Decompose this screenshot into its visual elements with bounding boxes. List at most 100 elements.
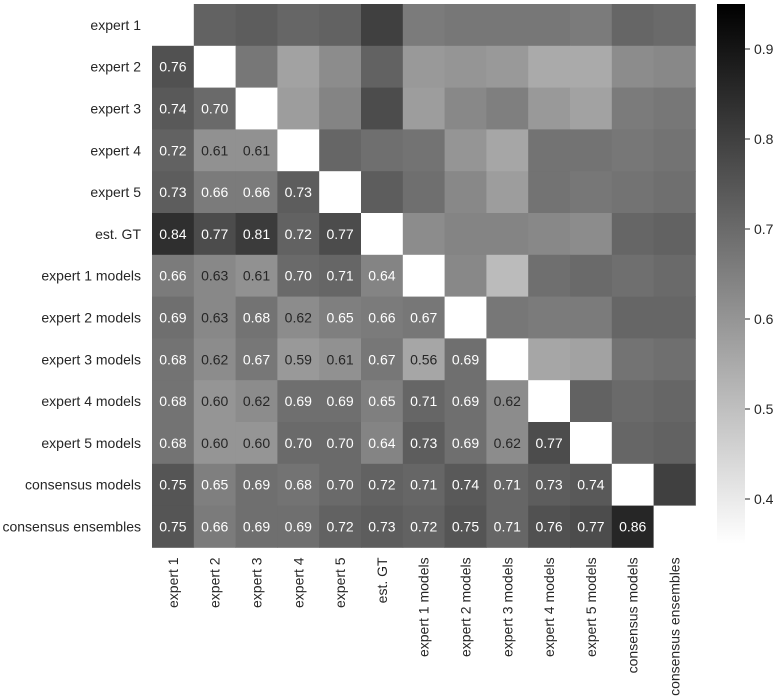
cell-value-label: 0.70 [326,435,353,451]
cell-value-label: 0.73 [285,184,312,200]
cell-value-label: 0.71 [494,519,521,535]
cell-value-label: 0.70 [285,435,312,451]
cell-value-label: 0.63 [201,310,228,326]
colorbar-tick-label: 0.7 [754,221,774,237]
heatmap-cell [653,380,696,423]
heatmap-cell [235,380,278,423]
row-label: expert 4 models [41,393,141,409]
cell-value-label: 0.72 [368,477,395,493]
heatmap-cell [235,338,278,381]
heatmap-cell [361,505,404,548]
heatmap-cell [193,45,236,88]
heatmap-cell [570,87,613,130]
heatmap-cell [361,129,404,172]
heatmap-cell [528,4,571,47]
cell-value-label: 0.76 [535,519,562,535]
heatmap-cell [235,296,278,339]
cell-value-label: 0.75 [159,477,186,493]
heatmap-cell [152,45,195,88]
column-label: expert 5 [332,557,348,608]
cell-value-label: 0.60 [243,435,270,451]
cell-value-label: 0.72 [410,519,437,535]
cell-value-label: 0.68 [243,310,270,326]
heatmap-cell [528,380,571,423]
column-label: consensus models [625,557,641,673]
cell-value-label: 0.76 [159,59,186,75]
heatmap-cell [570,254,613,297]
heatmap-cell [402,380,445,423]
heatmap-cell [528,171,571,214]
heatmap-cell [235,4,278,47]
heatmap-cell [319,213,362,256]
heatmap-cell [277,338,320,381]
heatmap-cell [319,338,362,381]
cell-value-label: 0.56 [410,351,437,367]
heatmap-cell [653,87,696,130]
heatmap-cell [193,505,236,548]
heatmap-cell [277,4,320,47]
heatmap-cell [319,380,362,423]
heatmap-cell [402,87,445,130]
heatmap-cell [277,213,320,256]
cell-value-label: 0.69 [326,393,353,409]
heatmap-cell [444,4,487,47]
heatmap-cell [402,45,445,88]
heatmap-cell [528,129,571,172]
heatmap-cell [277,254,320,297]
cell-value-label: 0.60 [201,393,228,409]
heatmap-cell [570,338,613,381]
heatmap-cell [152,129,195,172]
heatmap-cell [319,45,362,88]
heatmap-cell [152,254,195,297]
cell-value-label: 0.75 [452,519,479,535]
heatmap-cell [611,45,654,88]
heatmap-cell [152,4,195,47]
heatmap-cell [611,171,654,214]
column-labels: expert 1 expert 2 expert 3 expert 4 expert 5… [165,557,683,696]
cell-value-label: 0.73 [535,477,562,493]
colorbar [717,4,745,544]
cell-value-label: 0.84 [159,226,186,242]
cell-value-label: 0.71 [494,477,521,493]
heatmap-cell [570,45,613,88]
heatmap-cell [152,505,195,548]
column-label: expert 2 models [458,557,474,657]
heatmap-cell [402,4,445,47]
heatmap-cell [277,87,320,130]
heatmap-cell [653,171,696,214]
heatmap-cell [444,463,487,506]
cell-value-label: 0.62 [285,310,312,326]
heatmap-cell [528,338,571,381]
row-label: expert 4 [90,142,141,158]
heatmap-cell [277,505,320,548]
heatmap-cell [402,422,445,465]
heatmap-cell [277,380,320,423]
heatmap-cell [235,171,278,214]
heatmap-cell [402,254,445,297]
column-label: expert 1 models [416,557,432,657]
heatmap-cell [235,45,278,88]
heatmap-cell [653,4,696,47]
cell-value-label: 0.72 [326,519,353,535]
heatmap-cell [444,171,487,214]
heatmap-cell [444,213,487,256]
heatmap-cell [319,422,362,465]
heatmap-cell [402,171,445,214]
row-label: est. GT [95,226,141,242]
heatmap-cell [402,338,445,381]
column-label: expert 4 [290,557,306,608]
cell-value-label: 0.67 [368,351,395,367]
heatmap-cell [611,213,654,256]
heatmap-cell [486,87,529,130]
cell-value-label: 0.68 [159,351,186,367]
cell-value-label: 0.68 [159,435,186,451]
heatmap-cell [570,129,613,172]
heatmap-cell [277,422,320,465]
heatmap-cell [486,296,529,339]
cell-value-label: 0.75 [159,519,186,535]
cell-value-label: 0.66 [201,519,228,535]
cell-value-label: 0.65 [201,477,228,493]
cell-value-label: 0.70 [285,268,312,284]
heatmap-cell [402,213,445,256]
cell-value-label: 0.72 [285,226,312,242]
